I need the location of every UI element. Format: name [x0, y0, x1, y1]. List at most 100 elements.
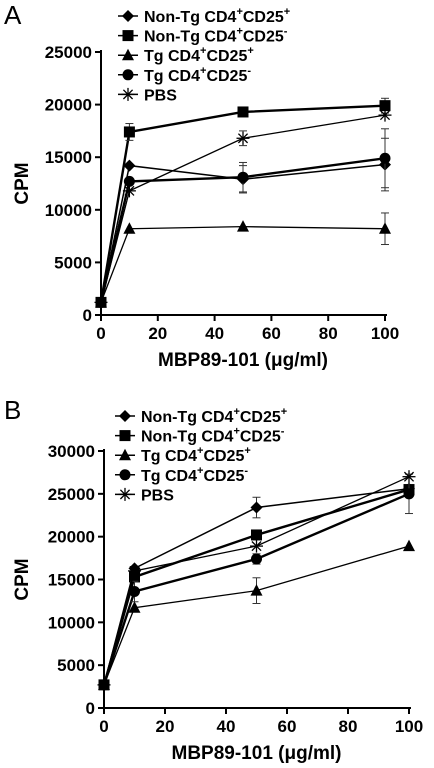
y-tick-label: 5000	[54, 253, 92, 272]
legend-item: Non-Tg CD4+CD25-	[115, 426, 285, 446]
axes	[100, 50, 387, 316]
legend-label: Tg CD4+CD25+	[141, 445, 251, 465]
legend-item: Tg CD4+CD25-	[118, 65, 251, 85]
y-tick-label: 15000	[48, 571, 95, 590]
data-point	[123, 159, 136, 172]
x-tick-label: 40	[217, 717, 236, 736]
legend-item: Tg CD4+CD25+	[118, 45, 254, 65]
data-point	[378, 108, 392, 122]
data-point	[94, 295, 108, 309]
legend-marker	[122, 10, 134, 22]
legend-item: Non-Tg CD4+CD25+	[115, 406, 287, 426]
x-tick-label: 100	[371, 324, 399, 343]
series-circle	[98, 473, 415, 691]
y-tick-label: 10000	[45, 201, 92, 220]
legend-marker	[121, 87, 135, 101]
x-tick-label: 40	[205, 324, 224, 343]
legend-marker	[119, 430, 131, 442]
y-tick-label: 0	[83, 306, 92, 325]
y-tick-label: 15000	[45, 148, 92, 167]
panel-letter: A	[4, 0, 22, 30]
legend-marker	[122, 48, 134, 61]
series-line	[103, 545, 410, 686]
data-point	[128, 601, 141, 613]
data-point	[129, 585, 140, 597]
y-tick-label: 5000	[57, 656, 95, 675]
legend-item: Tg CD4+CD25+	[115, 445, 251, 465]
legend-label: Non-Tg CD4+CD25+	[144, 6, 290, 26]
x-tick-label: 0	[96, 324, 105, 343]
series-line	[102, 492, 410, 686]
data-point	[237, 220, 249, 232]
data-point	[251, 553, 262, 565]
series-triangle	[95, 212, 391, 308]
series-line	[99, 104, 386, 303]
legend-label: Tg CD4+CD25+	[144, 45, 254, 65]
x-tick-label: 0	[99, 717, 108, 736]
data-point	[123, 126, 135, 138]
panel-letter: B	[4, 395, 21, 425]
x-tick-label: 100	[395, 717, 423, 736]
panel-b: B 0 5000 10000 15000 20000 25000 30000 0 20 40 60 80…	[4, 395, 423, 764]
legend-marker	[122, 30, 134, 42]
legend-label: Non-Tg CD4+CD25+	[141, 406, 287, 426]
data-point	[128, 564, 141, 578]
series-asterisk	[97, 470, 416, 692]
series-asterisk	[94, 108, 392, 309]
data-point	[97, 678, 111, 692]
y-tick-label: 20000	[45, 96, 92, 115]
series-line	[102, 488, 410, 686]
series-line	[103, 476, 410, 686]
legend-label: Non-Tg CD4+CD25-	[144, 26, 288, 46]
x-tick-label: 60	[278, 717, 297, 736]
data-point	[402, 470, 416, 484]
panel-a: A 0 5000 10000 15000 20000 25000 0 20 40 60 80 100 MB…	[4, 0, 399, 371]
series-square	[95, 97, 391, 308]
legend-item: Non-Tg CD4+CD25+	[118, 6, 290, 26]
y-axis-title: CPM	[12, 558, 33, 600]
data-point	[237, 106, 249, 118]
series-line	[100, 225, 386, 303]
data-point	[251, 529, 262, 541]
data-point	[250, 501, 263, 514]
series-line	[99, 157, 386, 303]
legend-marker	[118, 487, 132, 501]
x-tick-label: 20	[148, 324, 167, 343]
data-point	[237, 171, 249, 183]
data-point	[379, 152, 391, 164]
legend-marker	[119, 448, 131, 461]
data-point	[123, 175, 135, 187]
data-point	[379, 100, 391, 112]
data-point	[403, 539, 415, 552]
x-tick-label: 60	[262, 324, 281, 343]
legend-marker	[122, 69, 134, 81]
legend-item: PBS	[115, 487, 174, 504]
legend-item: Non-Tg CD4+CD25-	[118, 26, 288, 46]
legend-item: PBS	[118, 87, 177, 104]
legend-marker	[119, 410, 131, 422]
series-line	[100, 114, 386, 303]
x-tick-label: 80	[339, 717, 358, 736]
y-tick-label: 0	[86, 699, 95, 718]
x-tick-label: 80	[319, 324, 338, 343]
data-point	[236, 131, 250, 145]
legend-label: Tg CD4+CD25-	[144, 65, 251, 85]
data-point	[250, 584, 263, 596]
series-line	[100, 163, 386, 303]
legend-label: Non-Tg CD4+CD25-	[141, 426, 285, 446]
x-axis-title: MBP89-101 (μg/ml)	[158, 350, 328, 371]
data-point	[250, 539, 263, 553]
y-tick-label: 25000	[45, 43, 92, 62]
legend-item: Tg CD4+CD25-	[115, 465, 248, 485]
legend-label: PBS	[144, 87, 177, 104]
legend-marker	[119, 469, 131, 481]
data-point	[123, 222, 136, 234]
y-tick-label: 20000	[48, 528, 95, 547]
x-tick-label: 20	[156, 717, 175, 736]
y-tick-label: 10000	[48, 613, 95, 632]
y-tick-label: 30000	[48, 442, 95, 461]
y-tick-label: 25000	[48, 485, 95, 504]
data-point	[122, 184, 136, 198]
legend-label: PBS	[141, 487, 174, 504]
